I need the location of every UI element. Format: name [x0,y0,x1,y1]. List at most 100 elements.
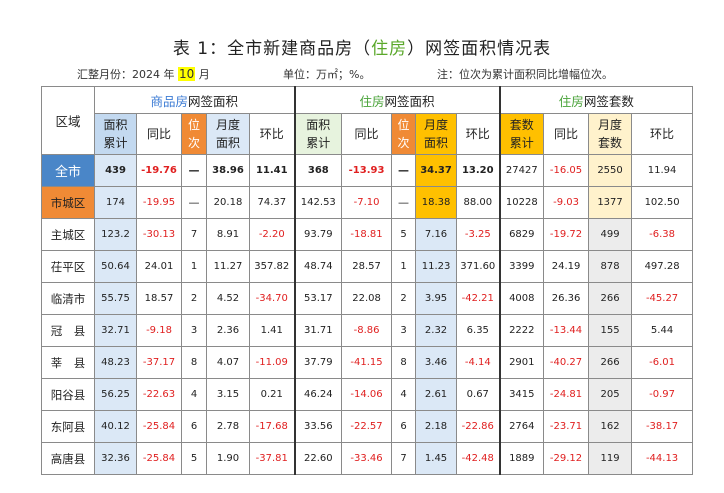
table-cell: -34.70 [248,282,296,315]
column-header-text: 累计 [509,136,534,150]
table-cell: -6.38 [631,218,694,251]
column-header-text: 同比 [554,127,579,141]
page-title: 表 1：全市新建商品房（住房）网签面积情况表 [0,34,724,59]
table-cell: -33.46 [341,442,393,475]
table-cell: -7.10 [341,186,393,219]
table-cell: 50.64 [94,250,137,283]
table-cell: 3399 [498,250,545,283]
table-cell: 3.46 [415,346,458,379]
table-cell: 357.82 [248,250,296,283]
table-cell: -9.03 [543,186,590,219]
column-header-text: 月度 [598,118,623,132]
table-cell: 4.07 [206,346,250,379]
table-cell: -41.15 [341,346,393,379]
table-cell: 24.19 [543,250,590,283]
table-cell: 24.01 [136,250,182,283]
group2-colored: 住房 [359,93,385,109]
region-cell: 茌平区 [41,250,95,283]
column-header-text: 面积 [424,136,449,150]
group2-rest: 网签面积 [384,93,435,109]
table-cell: 119 [588,442,633,475]
table-cell: 7.16 [415,218,458,251]
table-cell: 37.79 [293,346,343,379]
column-header: 面积 累计 [293,113,343,155]
column-header-text: 累计 [103,136,128,150]
table-cell: -42.21 [456,282,501,315]
table-cell: 2764 [498,410,545,443]
table-cell: -22.86 [456,410,501,443]
column-header: 环比 [248,113,296,155]
table-cell: -30.13 [136,218,182,251]
title-suffix: ）网签面积情况表 [407,39,552,59]
table-cell: 4008 [498,282,545,315]
table-cell: 93.79 [293,218,343,251]
table-cell: 2901 [498,346,545,379]
table-cell: -45.27 [631,282,694,315]
table-cell: -11.09 [248,346,296,379]
region-header: 区域 [41,86,95,155]
table-cell: 3 [181,314,207,347]
column-header: 套数 累计 [498,113,545,155]
table-cell: 10228 [498,186,545,219]
table-cell: -0.97 [631,378,694,411]
table-cell: -22.63 [136,378,182,411]
column-header-text: 环比 [465,127,490,141]
table-cell: 7 [391,442,417,475]
table-cell: -23.71 [543,410,590,443]
group3-colored: 住房 [558,93,584,109]
region-cell: 主城区 [41,218,95,251]
table-cell: 34.37 [415,154,458,187]
group-header-housing-area: 住房网签面积 [293,86,501,114]
table-cell: 8.91 [206,218,250,251]
table-cell: 4.52 [206,282,250,315]
table-cell: 3.15 [206,378,250,411]
table-cell: 28.57 [341,250,393,283]
table-cell: -9.18 [136,314,182,347]
table-cell: 6.35 [456,314,501,347]
month-label: 汇整月份：2024 年 10 月 [77,66,210,82]
table-cell: 878 [588,250,633,283]
table-cell: 371.60 [456,250,501,283]
table-cell: 0.21 [248,378,296,411]
table-cell: -42.48 [456,442,501,475]
title-prefix: 表 1：全市新建商品房（ [172,39,372,59]
table-cell: -14.06 [341,378,393,411]
table-cell: 368 [293,154,343,187]
column-header-text: 面积 [103,118,128,132]
table-cell: -8.86 [341,314,393,347]
group1-colored: 商品房 [150,93,189,109]
table-cell: -37.17 [136,346,182,379]
table-cell: -38.17 [631,410,694,443]
table-cell: 155 [588,314,633,347]
table-cell: 4 [391,378,417,411]
table-cell: -16.05 [543,154,590,187]
column-header-text: 位 [397,118,410,132]
table-cell: 27427 [498,154,545,187]
column-header-text: 环比 [650,127,675,141]
note-label: 注：位次为累计面积同比增幅位次。 [437,68,613,81]
data-table: 区域 商品房网签面积 住房网签面积 住房网签套数 面积 累计 同比位次月度 面积 环比面… [41,86,694,475]
region-cell: 全市 [41,154,95,187]
table-cell: -6.01 [631,346,694,379]
table-cell: 22.60 [293,442,343,475]
region-cell: 冠 县 [41,314,95,347]
column-header: 位次 [181,113,207,155]
unit-label: 单位：万㎡；%。 [283,68,371,81]
table-cell: 2.18 [415,410,458,443]
table-row: 莘 县 48.23 -37.17 8 4.07 -11.09 37.79 -41.15 8 3.4… [41,346,694,379]
group3-rest: 网签套数 [583,93,634,109]
column-header-text: 套数 [598,136,623,150]
table-row: 全市 439 -19.76—38.96 11.41 368 -13.93—34.37 13.… [41,154,694,187]
table-row: 高唐县 32.36 -25.84 5 1.90 -37.81 22.60 -33.46 7 1.4… [41,442,694,475]
table-cell: 20.18 [206,186,250,219]
table-cell: 4 [181,378,207,411]
table-cell: 7 [181,218,207,251]
table-cell: -3.25 [456,218,501,251]
table-cell: 0.67 [456,378,501,411]
column-header: 同比 [136,113,182,155]
table-cell: 1 [391,250,417,283]
table-cell: 11.94 [631,154,694,187]
table-row: 东阿县 40.12 -25.84 6 2.78 -17.68 33.56 -22.57 6 2.1… [41,410,694,443]
column-header-text: 同比 [354,127,379,141]
table-cell: — [181,154,207,187]
